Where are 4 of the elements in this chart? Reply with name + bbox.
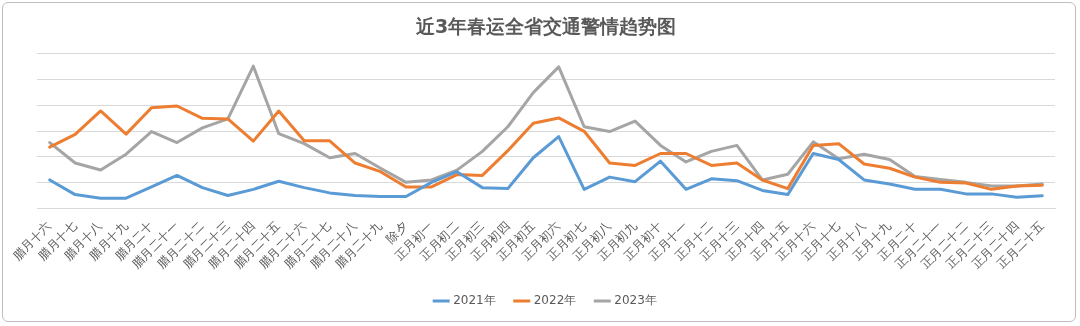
legend-label: 2023年 — [614, 293, 657, 308]
legend-label: 2022年 — [533, 293, 577, 308]
legend-label: 2021年 — [453, 293, 496, 308]
chart-title: 近3年春运全省交通警情趋势图 — [414, 15, 677, 38]
